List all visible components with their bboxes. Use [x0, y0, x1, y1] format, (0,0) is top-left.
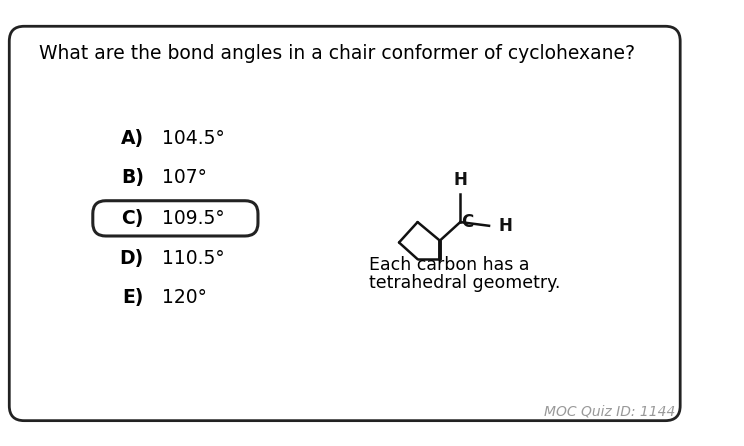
Text: E): E)	[123, 288, 144, 307]
Text: What are the bond angles in a chair conformer of cyclohexane?: What are the bond angles in a chair conf…	[39, 44, 635, 63]
Text: 110.5°: 110.5°	[162, 249, 225, 268]
Text: H: H	[453, 171, 467, 189]
Text: D): D)	[120, 249, 144, 268]
Text: 107°: 107°	[162, 168, 208, 187]
Text: C): C)	[121, 209, 144, 228]
Text: Each carbon has a: Each carbon has a	[369, 256, 530, 274]
Text: tetrahedral geometry.: tetrahedral geometry.	[369, 274, 561, 292]
Text: A): A)	[121, 129, 144, 148]
Text: 120°: 120°	[162, 288, 208, 307]
FancyBboxPatch shape	[9, 26, 680, 421]
Text: 109.5°: 109.5°	[162, 209, 225, 228]
Text: B): B)	[121, 168, 144, 187]
Text: H: H	[498, 217, 512, 235]
Text: C: C	[461, 213, 473, 231]
FancyBboxPatch shape	[93, 201, 258, 236]
Text: MOC Quiz ID: 1144: MOC Quiz ID: 1144	[544, 405, 676, 418]
Text: 104.5°: 104.5°	[162, 129, 225, 148]
